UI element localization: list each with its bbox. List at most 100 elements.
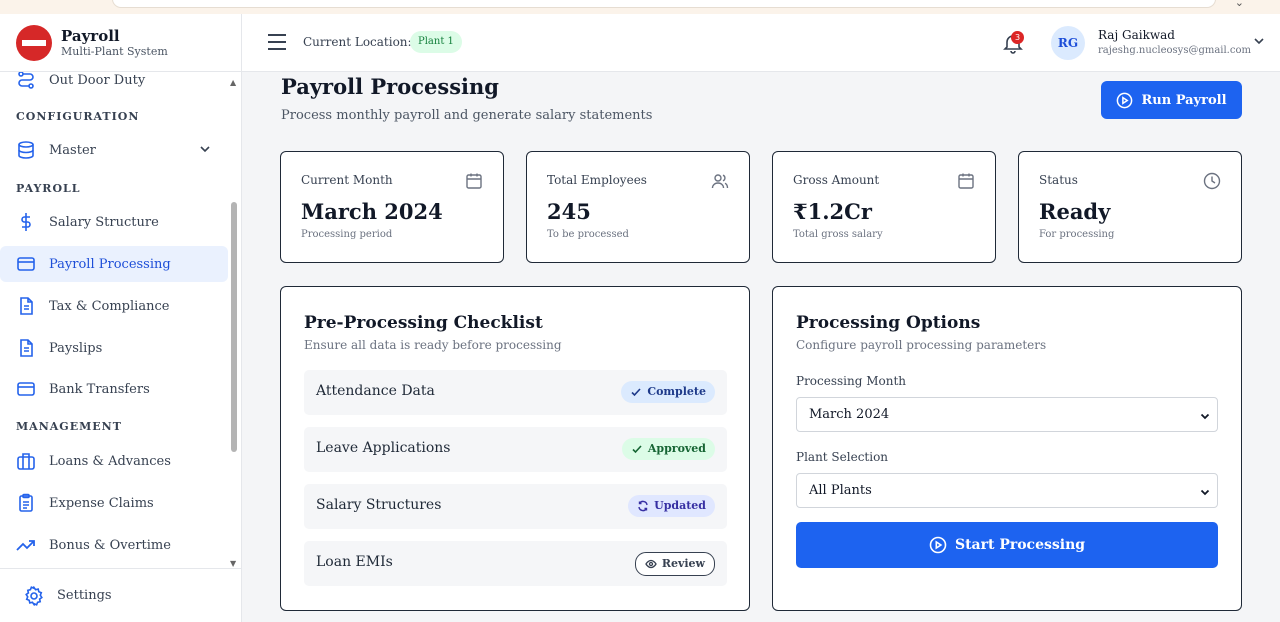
processing-month-value: March 2024 bbox=[809, 407, 890, 422]
options-panel: Processing Options Configure payroll pro… bbox=[772, 286, 1242, 611]
sidebar-item-label: Payslips bbox=[49, 340, 103, 356]
stat-label: Gross Amount bbox=[793, 173, 880, 187]
refresh-icon bbox=[638, 500, 648, 512]
options-subtitle: Configure payroll processing parameters bbox=[796, 338, 1047, 352]
sidebar-item-expense-claims[interactable]: Expense Claims bbox=[0, 485, 228, 521]
stat-value: March 2024 bbox=[301, 199, 443, 224]
location-badge[interactable]: Plant 1 bbox=[410, 31, 462, 53]
status-badge-updated: Updated bbox=[628, 495, 715, 517]
page-title: Payroll Processing bbox=[281, 74, 499, 99]
app-subtitle: Multi-Plant System bbox=[61, 44, 168, 58]
status-badge-approved: Approved bbox=[621, 438, 715, 460]
sidebar-item-label: Tax & Compliance bbox=[49, 298, 170, 314]
clipboard-icon bbox=[16, 493, 36, 513]
plant-selection-label: Plant Selection bbox=[796, 450, 889, 464]
start-processing-button[interactable]: Start Processing bbox=[796, 522, 1218, 568]
checklist-label: Leave Applications bbox=[316, 440, 451, 456]
sidebar-item-payslips[interactable]: Payslips bbox=[0, 330, 228, 366]
calendar-icon bbox=[466, 173, 482, 189]
page-subtitle: Process monthly payroll and generate sal… bbox=[281, 108, 653, 123]
document-icon bbox=[16, 296, 36, 316]
sidebar-item-loans-advances[interactable]: Loans & Advances bbox=[0, 443, 228, 479]
sidebar-item-master[interactable]: Master bbox=[0, 132, 228, 168]
plant-selection-select[interactable]: All Plants bbox=[796, 473, 1218, 508]
chevron-down-icon[interactable] bbox=[198, 142, 212, 156]
sidebar-item-payroll-processing[interactable]: Payroll Processing bbox=[0, 246, 228, 282]
sidebar-item-bonus-overtime[interactable]: Bonus & Overtime bbox=[0, 527, 228, 563]
sidebar-item-bank-transfers[interactable]: Bank Transfers bbox=[0, 371, 228, 407]
browser-address-bar[interactable] bbox=[112, 0, 1216, 8]
checklist-row-salary: Salary Structures Updated bbox=[304, 484, 727, 529]
stat-value: 245 bbox=[547, 199, 591, 224]
users-icon bbox=[711, 174, 729, 189]
badge-label: Complete bbox=[647, 385, 706, 398]
sidebar: Payroll Multi-Plant System Out Door Duty… bbox=[0, 14, 242, 622]
sidebar-item-label: Payroll Processing bbox=[49, 256, 171, 272]
sidebar-nav: Out Door Duty CONFIGURATION Master PAYRO… bbox=[0, 72, 232, 568]
browser-strip: ⌄ bbox=[0, 0, 1280, 14]
notification-count: 3 bbox=[1011, 31, 1024, 44]
menu-icon[interactable] bbox=[268, 34, 286, 50]
stat-card-total-employees: Total Employees 245 To be processed bbox=[526, 151, 750, 263]
scroll-up-icon[interactable]: ▲ bbox=[230, 78, 237, 87]
stat-value: ₹1.2Cr bbox=[793, 199, 872, 224]
sidebar-item-label: Salary Structure bbox=[49, 214, 159, 230]
review-button[interactable]: Review bbox=[634, 552, 715, 576]
chevron-down-icon[interactable] bbox=[1252, 34, 1266, 48]
document-icon bbox=[16, 338, 36, 358]
database-icon bbox=[16, 140, 36, 160]
app-title: Payroll bbox=[61, 26, 120, 45]
clock-icon bbox=[1203, 172, 1221, 190]
stat-sub: Total gross salary bbox=[793, 229, 883, 240]
sidebar-item-label: Loans & Advances bbox=[49, 453, 171, 469]
sidebar-item-label: Bonus & Overtime bbox=[49, 537, 171, 553]
start-processing-label: Start Processing bbox=[954, 537, 1086, 553]
options-title: Processing Options bbox=[796, 313, 981, 333]
avatar[interactable]: RG bbox=[1051, 26, 1085, 60]
stat-label: Status bbox=[1039, 173, 1078, 187]
run-payroll-button[interactable]: Run Payroll bbox=[1101, 81, 1242, 119]
sidebar-item-salary-structure[interactable]: Salary Structure bbox=[0, 204, 228, 240]
sidebar-item-tax-compliance[interactable]: Tax & Compliance bbox=[0, 288, 228, 324]
play-circle-icon bbox=[1117, 92, 1133, 108]
badge-label: Review bbox=[661, 557, 705, 570]
stat-sub: To be processed bbox=[547, 229, 629, 240]
badge-label: Approved bbox=[647, 442, 706, 455]
stat-label: Total Employees bbox=[547, 173, 647, 187]
stat-card-gross-amount: Gross Amount ₹1.2Cr Total gross salary bbox=[772, 151, 996, 263]
stat-card-current-month: Current Month March 2024 Processing peri… bbox=[280, 151, 504, 263]
sidebar-item-label: Master bbox=[49, 142, 96, 158]
checklist-label: Loan EMIs bbox=[316, 554, 393, 570]
browser-chevron-icon[interactable]: ⌄ bbox=[1234, 0, 1244, 9]
play-circle-icon bbox=[929, 536, 947, 554]
scrollbar-thumb[interactable] bbox=[231, 202, 237, 452]
checklist-row-attendance: Attendance Data Complete bbox=[304, 370, 727, 415]
top-header: Current Location: Plant 1 3 RG Raj Gaikw… bbox=[242, 14, 1280, 72]
scroll-down-icon[interactable]: ▼ bbox=[230, 559, 237, 568]
processing-month-label: Processing Month bbox=[796, 374, 907, 388]
processing-month-select[interactable]: March 2024 bbox=[796, 397, 1218, 432]
stat-sub: Processing period bbox=[301, 229, 393, 240]
run-payroll-label: Run Payroll bbox=[1141, 92, 1227, 108]
trending-up-icon bbox=[16, 535, 36, 555]
sidebar-item-out-door-duty[interactable]: Out Door Duty bbox=[0, 72, 228, 98]
gear-icon bbox=[24, 584, 44, 607]
sidebar-item-label: Bank Transfers bbox=[49, 381, 150, 397]
checklist-row-leave: Leave Applications Approved bbox=[304, 427, 727, 472]
section-management: MANAGEMENT bbox=[16, 420, 122, 433]
credit-card-icon bbox=[16, 379, 36, 399]
dollar-icon bbox=[16, 212, 36, 232]
stat-card-status: Status Ready For processing bbox=[1018, 151, 1242, 263]
route-icon bbox=[16, 72, 36, 90]
sidebar-scrollbar[interactable]: ▲ ▼ bbox=[230, 76, 238, 568]
section-configuration: CONFIGURATION bbox=[16, 110, 140, 123]
stat-value: Ready bbox=[1039, 199, 1111, 224]
user-name: Raj Gaikwad bbox=[1098, 28, 1175, 42]
settings-button[interactable]: Settings bbox=[0, 568, 242, 622]
section-payroll: PAYROLL bbox=[16, 182, 81, 195]
checklist-title: Pre-Processing Checklist bbox=[304, 313, 543, 333]
checklist-panel: Pre-Processing Checklist Ensure all data… bbox=[280, 286, 750, 611]
checklist-label: Salary Structures bbox=[316, 497, 442, 513]
brand: Payroll Multi-Plant System bbox=[0, 14, 241, 72]
plant-selection-value: All Plants bbox=[809, 483, 872, 498]
